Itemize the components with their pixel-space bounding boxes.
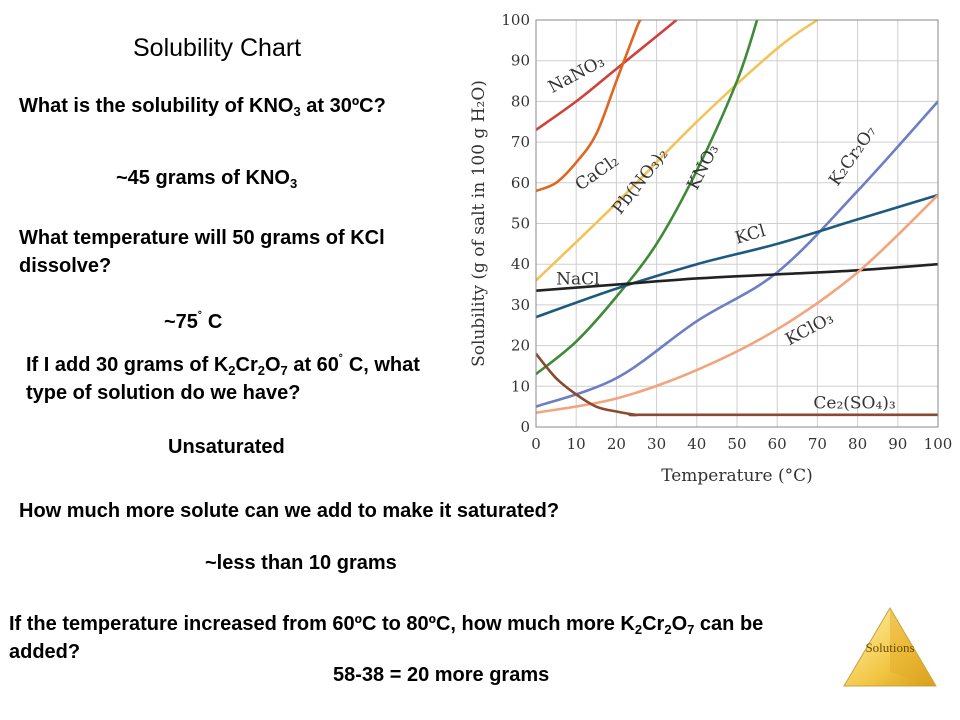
question-5: If the temperature increased from 60ºC t… xyxy=(9,613,764,663)
answer-2: ~75˚ C xyxy=(164,309,223,333)
x-tick-label: 80 xyxy=(848,435,867,453)
question-2: What temperature will 50 grams of KCl di… xyxy=(19,227,385,277)
question-3: If I add 30 grams of K2Cr2O7 at 60˚ C, w… xyxy=(26,352,420,404)
x-tick-label: 100 xyxy=(924,435,953,453)
answer-1: ~45 grams of KNO3 xyxy=(116,167,298,191)
x-tick-label: 70 xyxy=(808,435,827,453)
y-tick-label: 70 xyxy=(511,133,530,151)
x-tick-label: 20 xyxy=(607,435,626,453)
solubility-chart: 0 10 20 30 40 50 60 70 80 90 100 0 10 20 30 40 50 60 70 80 9… xyxy=(469,11,953,486)
series-line xyxy=(536,20,683,131)
y-axis-label: Solubility (g of salt in 100 g H₂O) xyxy=(469,80,489,367)
x-tick-label: 90 xyxy=(888,435,907,453)
series-line xyxy=(536,352,938,417)
answer-5: 58-38 = 20 more grams xyxy=(333,664,550,686)
y-tick-label: 60 xyxy=(511,174,530,192)
series-line xyxy=(536,20,759,376)
series-line xyxy=(536,262,938,292)
series-line xyxy=(536,20,819,282)
x-tick-label: 30 xyxy=(647,435,666,453)
x-tick-label: 0 xyxy=(531,435,541,453)
series-label: NaCl xyxy=(556,270,599,290)
x-tick-label: 50 xyxy=(727,435,746,453)
y-tick-label: 10 xyxy=(511,377,530,395)
x-tick-label: 10 xyxy=(567,435,586,453)
y-tick-label: 20 xyxy=(511,337,530,355)
y-tick-label: 0 xyxy=(520,418,530,436)
y-tick-label: 30 xyxy=(511,296,530,314)
y-tick-label: 100 xyxy=(501,11,530,29)
y-tick-label: 80 xyxy=(511,92,530,110)
series-label: Ce₂(SO₄)₃ xyxy=(813,394,895,414)
series-line xyxy=(536,194,938,415)
question-4: How much more solute can we add to make … xyxy=(19,500,560,522)
solutions-badge-label[interactable]: Solutions xyxy=(865,640,915,655)
series-line xyxy=(536,193,938,319)
answer-3: Unsaturated xyxy=(168,436,285,458)
series-line xyxy=(536,100,938,408)
y-tick-label: 40 xyxy=(511,255,530,273)
plot-frame xyxy=(535,19,939,428)
question-1: What is the solubility of KNO3 at 30ºC? xyxy=(19,95,386,119)
slide-title: Solubility Chart xyxy=(133,34,302,62)
x-tick-label: 40 xyxy=(687,435,706,453)
y-tick-label: 50 xyxy=(511,215,530,233)
answer-4: ~less than 10 grams xyxy=(205,552,397,574)
x-tick-label: 60 xyxy=(768,435,787,453)
x-axis-label: Temperature (°C) xyxy=(661,466,813,486)
series-line xyxy=(536,20,642,193)
y-tick-label: 90 xyxy=(511,52,530,70)
solutions-badge-icon[interactable] xyxy=(842,606,938,690)
